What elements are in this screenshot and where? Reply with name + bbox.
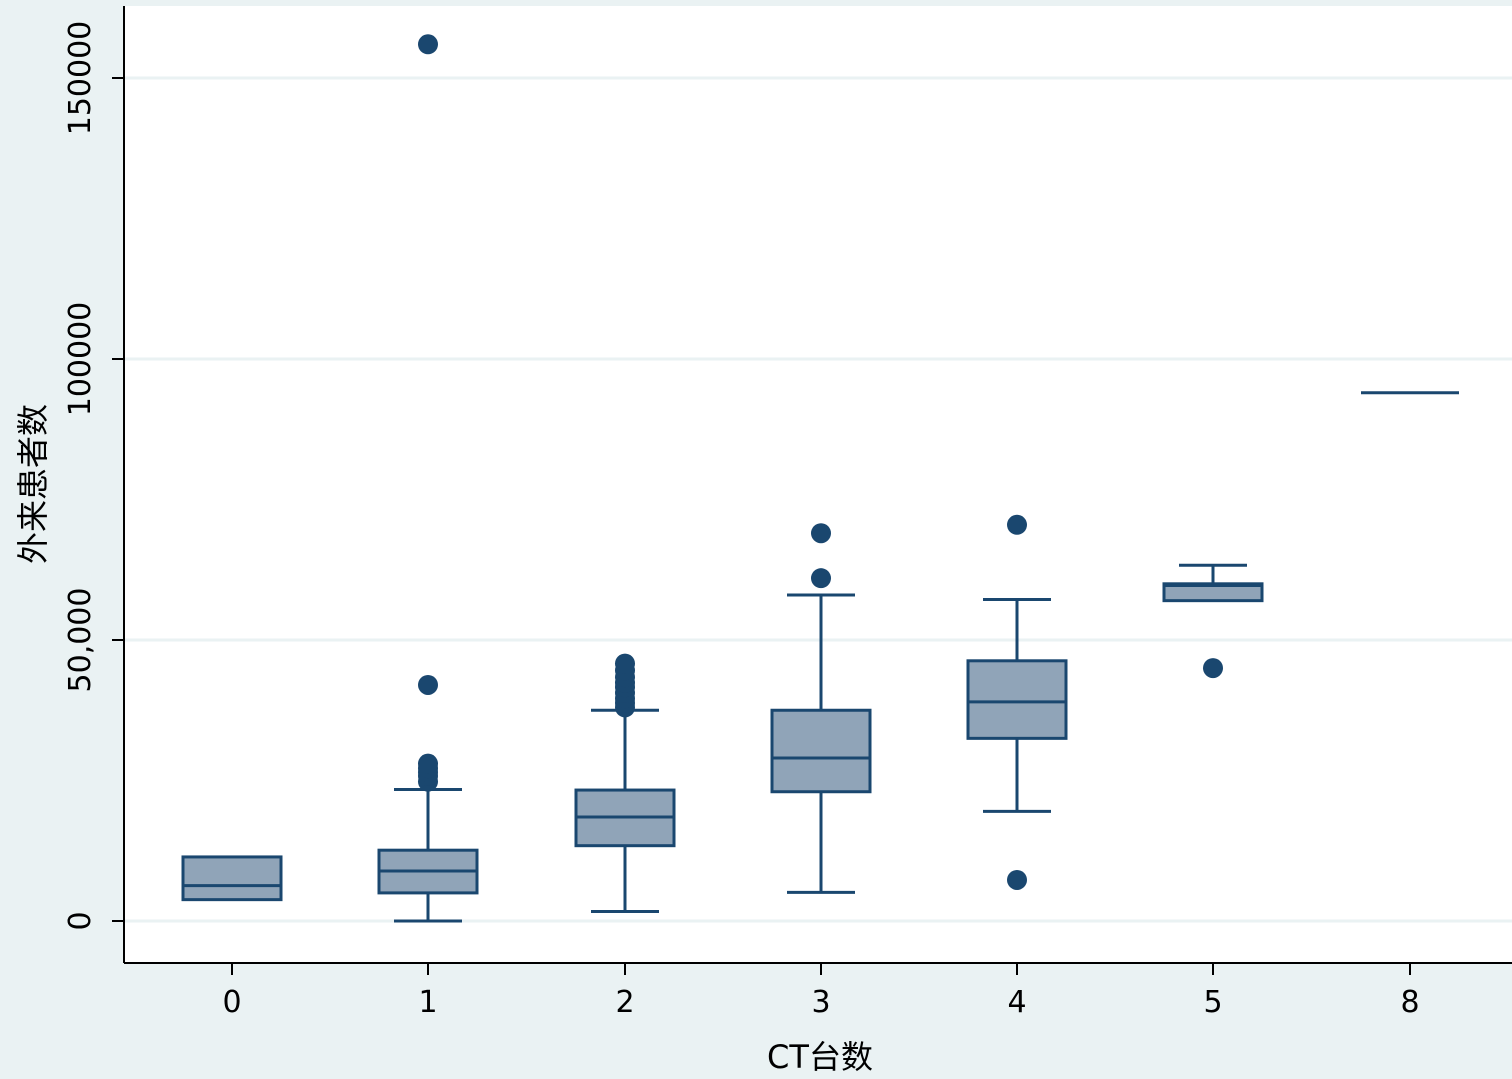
- iqr-box: [770, 708, 872, 794]
- x-tick-label: 2: [615, 985, 634, 1020]
- y-tick-label: 100000: [63, 302, 98, 417]
- outlier-point: [811, 568, 831, 589]
- gridlines: [124, 76, 1512, 923]
- box-5: [1162, 563, 1264, 679]
- iqr-box: [1162, 582, 1264, 603]
- outlier-point: [418, 674, 438, 695]
- outlier-point: [811, 523, 831, 544]
- y-axis-title: 外来患者数: [14, 404, 52, 564]
- outlier-point: [1007, 869, 1027, 890]
- y-tick-label: 150000: [63, 21, 98, 136]
- box-2: [574, 653, 676, 913]
- x-tick-label: 5: [1203, 985, 1222, 1020]
- x-tick-label: 8: [1400, 985, 1419, 1020]
- outlier-point: [615, 653, 635, 674]
- y-tick-label: 0: [63, 911, 98, 930]
- x-axis-ticks: 0 1 2 3 4 5 8: [222, 963, 1420, 1020]
- x-tick-label: 4: [1007, 985, 1026, 1020]
- y-axis-ticks: 0 50,000 100000 150000: [63, 21, 124, 931]
- outlier-point: [1007, 514, 1027, 535]
- plot-area: [124, 6, 1512, 963]
- outlier-point: [418, 753, 438, 774]
- y-tick-label: 50,000: [63, 588, 98, 693]
- outlier-point: [418, 34, 438, 55]
- box-1: [377, 34, 479, 923]
- x-tick-label: 3: [811, 985, 830, 1020]
- x-tick-label: 1: [418, 985, 437, 1020]
- x-tick-label: 0: [222, 985, 241, 1020]
- axes: [123, 6, 1512, 964]
- box-3: [770, 523, 872, 894]
- iqr-box: [181, 855, 283, 902]
- box-0: [181, 855, 283, 902]
- box-4: [966, 514, 1068, 890]
- x-axis-title: CT台数: [767, 1038, 873, 1076]
- outlier-point: [1203, 658, 1223, 679]
- boxes: [181, 34, 1459, 923]
- iqr-box: [966, 659, 1068, 740]
